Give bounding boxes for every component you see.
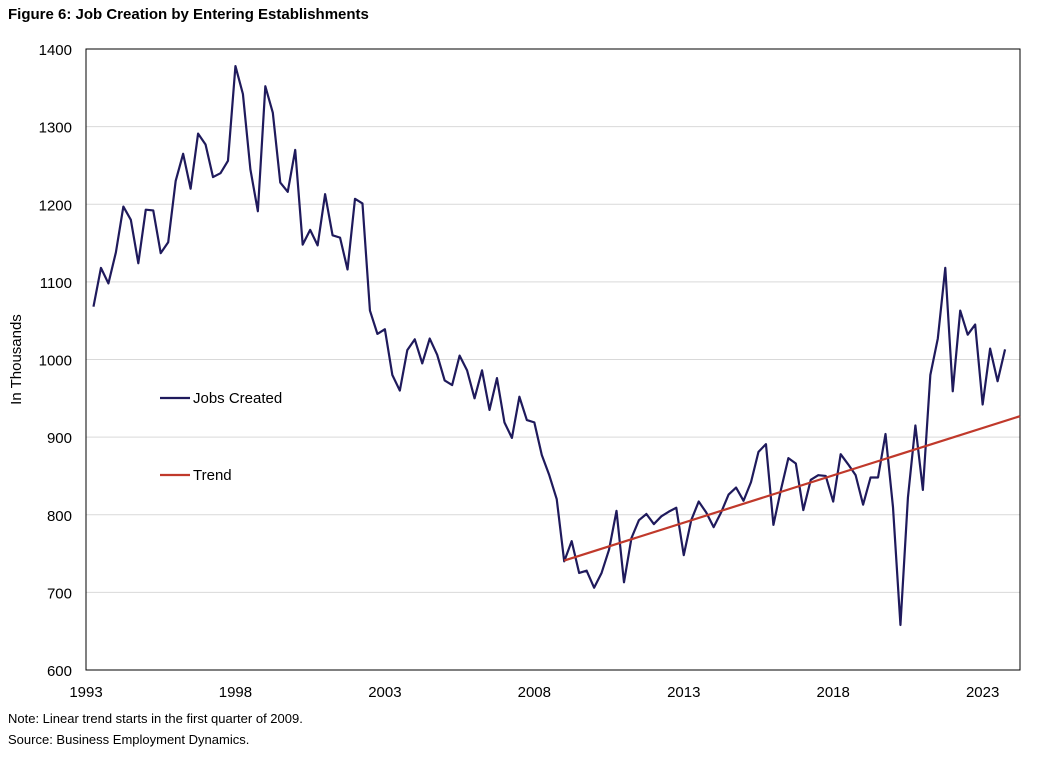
x-tick-label: 2023 <box>966 684 999 701</box>
x-tick-label: 2008 <box>518 684 551 701</box>
x-tick-label: 2018 <box>817 684 850 701</box>
x-tick-label: 1993 <box>69 684 102 701</box>
y-tick-label: 1000 <box>39 353 72 370</box>
series-line-trend <box>563 415 1021 562</box>
y-tick-label: 1100 <box>40 275 72 292</box>
y-tick-label: 1200 <box>39 197 72 214</box>
legend-label-trend: Trend <box>193 467 232 484</box>
figure-source: Source: Business Employment Dynamics. <box>8 732 250 747</box>
y-tick-label: 700 <box>47 585 72 602</box>
y-tick-label: 600 <box>47 663 72 680</box>
x-tick-label: 2013 <box>667 684 700 701</box>
y-tick-label: 900 <box>47 430 72 447</box>
y-tick-label: 1300 <box>39 120 72 137</box>
y-tick-label: 800 <box>47 508 72 525</box>
x-tick-label: 2003 <box>368 684 401 701</box>
series-line-jobs-created <box>92 64 1007 627</box>
x-tick-label: 1998 <box>219 684 252 701</box>
y-axis-title: In Thousands <box>8 314 25 405</box>
y-tick-label: 1400 <box>39 42 72 59</box>
legend-label-jobs-created: Jobs Created <box>193 390 282 407</box>
plot-frame <box>85 48 1021 671</box>
figure-title: Figure 6: Job Creation by Entering Estab… <box>8 6 369 23</box>
figure-note: Note: Linear trend starts in the first q… <box>8 711 303 726</box>
